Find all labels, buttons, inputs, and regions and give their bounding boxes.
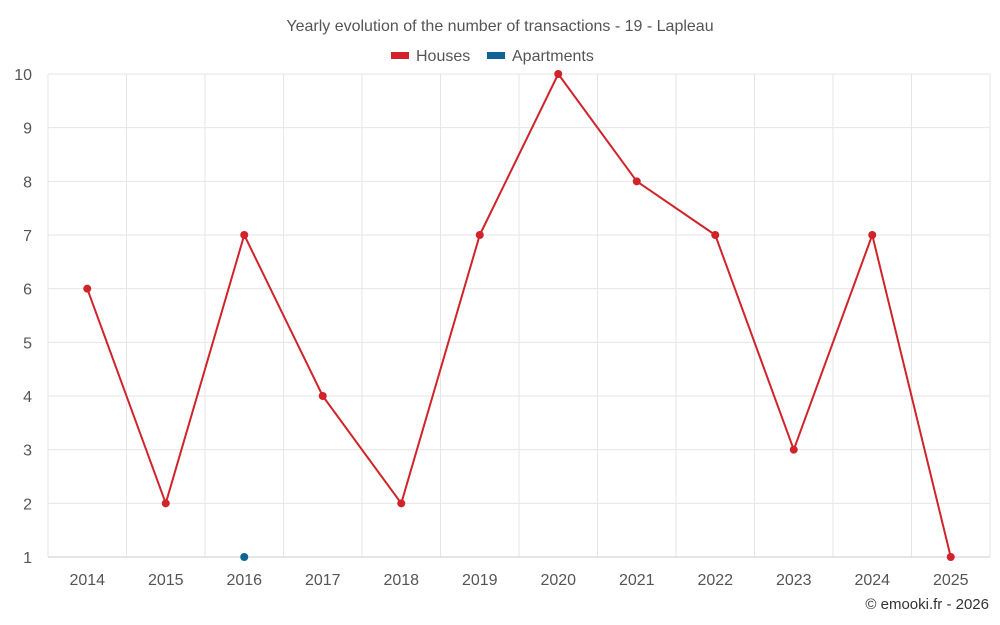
x-tick-label: 2016 [226,572,262,589]
series-line-houses [86,73,952,558]
x-tick-label: 2015 [148,572,184,589]
y-tick-label: 3 [23,443,32,460]
credit-text: © emooki.fr - 2026 [865,596,989,613]
y-tick-label: 9 [23,121,32,138]
legend-label-houses: Houses [416,48,470,65]
y-tick-label: 5 [23,335,32,352]
data-point-houses-2023[interactable] [789,445,798,454]
x-tick-label: 2022 [697,572,733,589]
x-tick-label: 2020 [540,572,576,589]
x-tick-label: 2019 [462,572,498,589]
series-houses [83,70,955,561]
data-point-houses-2018[interactable] [397,499,406,508]
data-point-houses-2020[interactable] [554,70,563,78]
legend: Houses Apartments [391,48,594,65]
y-tick-label: 4 [23,389,32,406]
x-axis: 2014 2015 2016 2017 2018 2019 2020 2021 2022 2023… [48,556,990,589]
grid [47,73,991,558]
data-point-houses-2022[interactable] [711,231,720,239]
y-tick-label: 8 [23,174,32,191]
x-tick-label: 2014 [69,572,105,589]
x-tick-label: 2018 [383,572,419,589]
legend-label-apartments: Apartments [512,48,594,65]
series [83,70,955,561]
y-tick-label: 6 [23,282,32,299]
y-axis: 1 2 3 4 5 6 7 8 9 10 [14,67,32,567]
y-tick-label: 2 [23,496,32,513]
data-point-houses-2015[interactable] [161,499,170,508]
x-tick-label: 2024 [854,572,890,589]
legend-item-houses[interactable]: Houses [391,48,470,65]
x-tick-label: 2017 [305,572,341,589]
data-point-houses-2024[interactable] [868,231,877,239]
data-point-houses-2017[interactable] [318,392,327,400]
x-tick-label: 2023 [776,572,812,589]
y-tick-label: 10 [14,67,32,84]
x-tick-label: 2021 [619,572,655,589]
data-point-houses-2016[interactable] [240,231,249,239]
series-apartments [240,553,249,561]
legend-swatch-houses [391,52,409,59]
data-point-houses-2025[interactable] [946,553,955,561]
legend-item-apartments[interactable]: Apartments [487,48,594,65]
data-point-houses-2019[interactable] [475,231,484,239]
x-tick-label: 2025 [933,572,969,589]
data-point-houses-2021[interactable] [632,177,641,186]
chart-title: Yearly evolution of the number of transa… [286,18,713,35]
y-tick-label: 7 [23,228,32,245]
legend-swatch-apartments [487,52,505,59]
data-point-apartments-2016[interactable] [240,553,249,561]
data-point-houses-2014[interactable] [83,284,92,293]
y-tick-label: 1 [23,550,32,567]
